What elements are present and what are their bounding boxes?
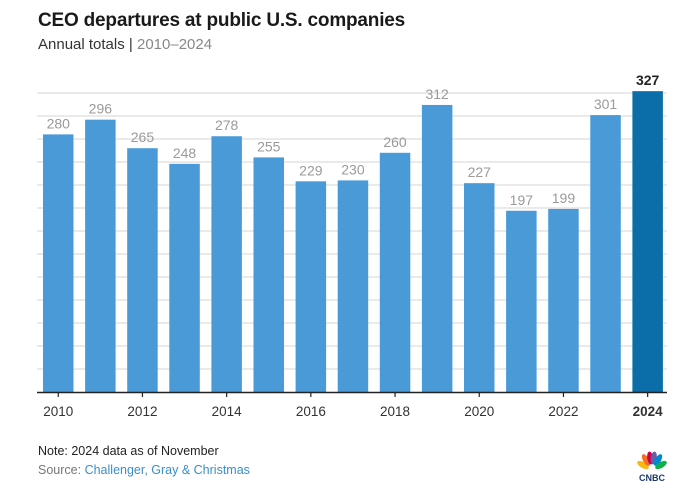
bar-2023: [590, 115, 621, 392]
data-label-2020: 227: [468, 164, 492, 180]
x-tick-label-2024: 2024: [633, 404, 664, 419]
x-tick-label-2022: 2022: [548, 404, 578, 419]
subtitle-label: Annual totals: [38, 36, 125, 53]
data-label-2017: 230: [341, 161, 365, 177]
logo-feather-yellow: [637, 460, 649, 470]
bar-2022: [548, 208, 579, 392]
bar-2018: [379, 152, 411, 392]
data-label-2018: 260: [383, 134, 407, 150]
bar-2013: [169, 163, 200, 392]
chart-subtitle: Annual totals | 2010–2024: [38, 36, 212, 53]
bar-2017: [337, 180, 369, 392]
subtitle-separator: |: [128, 36, 133, 53]
data-label-2011: 296: [89, 101, 113, 117]
bar-2021: [506, 210, 537, 392]
data-label-2012: 265: [131, 129, 155, 145]
chart-title: CEO departures at public U.S. companies: [38, 10, 406, 31]
bar-2016: [295, 181, 327, 392]
bar-2012: [127, 148, 158, 392]
bars: [43, 91, 663, 393]
data-labels: 280 296 265 248 278 255 229 230 260 312 227 197 199 3…: [47, 72, 660, 208]
logo-feather-green: [655, 460, 667, 470]
bar-2020: [464, 183, 495, 392]
x-tick-label-2018: 2018: [380, 404, 410, 419]
bar-2019: [421, 104, 453, 393]
cnbc-peacock-logo-icon: CNBC: [637, 451, 667, 482]
data-label-2015: 255: [257, 138, 281, 154]
data-label-2021: 197: [510, 192, 534, 208]
data-label-2022: 199: [552, 190, 576, 206]
x-tick-label-2012: 2012: [127, 404, 157, 419]
logo-feather-orange: [641, 454, 651, 466]
data-label-2019: 312: [425, 86, 449, 102]
data-label-2016: 229: [299, 162, 323, 178]
logo-text: CNBC: [639, 473, 665, 482]
bar-2011: [85, 119, 116, 393]
bar-2014: [211, 136, 242, 392]
source-label: Source:: [38, 463, 82, 477]
bar-2015: [253, 157, 284, 392]
bar-2024: [632, 91, 663, 392]
x-tick-label-2010: 2010: [43, 404, 73, 419]
footnote: Note: 2024 data as of November: [38, 444, 219, 458]
data-label-2024: 327: [636, 72, 660, 88]
data-label-2010: 280: [47, 115, 71, 131]
x-tick-label-2016: 2016: [296, 404, 326, 419]
source-link[interactable]: Challenger, Gray & Christmas: [84, 463, 250, 477]
bar-2010: [43, 134, 74, 392]
logo-feather-blue: [653, 454, 663, 466]
x-tick-label-2020: 2020: [464, 404, 494, 419]
data-label-2023: 301: [594, 96, 618, 112]
subtitle-range: 2010–2024: [136, 36, 213, 53]
data-label-2014: 278: [215, 117, 239, 133]
x-axis: 2010 2012 2014 2016 2018 2020 2022 2024: [37, 391, 667, 419]
source-line: Source: Challenger, Gray & Christmas: [38, 463, 250, 477]
data-label-2013: 248: [173, 145, 197, 161]
x-tick-label-2014: 2014: [212, 404, 243, 419]
